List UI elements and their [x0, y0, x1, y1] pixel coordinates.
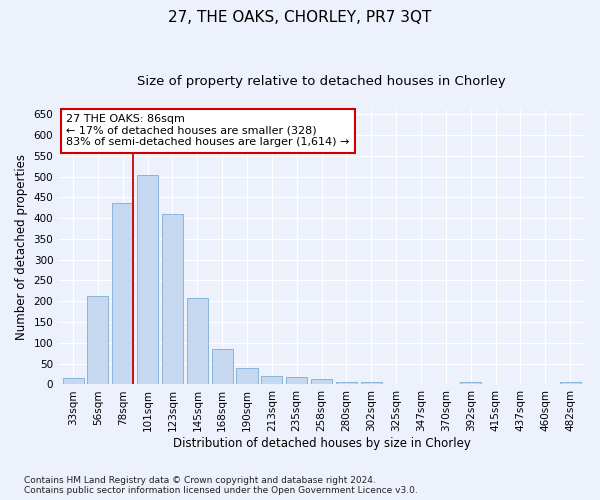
Text: 27 THE OAKS: 86sqm
← 17% of detached houses are smaller (328)
83% of semi-detach: 27 THE OAKS: 86sqm ← 17% of detached hou…	[66, 114, 349, 148]
Bar	[236, 368, 257, 384]
Text: 27, THE OAKS, CHORLEY, PR7 3QT: 27, THE OAKS, CHORLEY, PR7 3QT	[169, 10, 431, 25]
Y-axis label: Number of detached properties: Number of detached properties	[15, 154, 28, 340]
Text: Contains HM Land Registry data © Crown copyright and database right 2024.
Contai: Contains HM Land Registry data © Crown c…	[24, 476, 418, 495]
Bar	[162, 214, 183, 384]
Bar	[311, 380, 332, 384]
Bar	[361, 382, 382, 384]
Bar	[62, 378, 83, 384]
Bar	[88, 296, 109, 384]
Bar	[262, 376, 283, 384]
Bar	[212, 349, 233, 384]
X-axis label: Distribution of detached houses by size in Chorley: Distribution of detached houses by size …	[173, 437, 470, 450]
Title: Size of property relative to detached houses in Chorley: Size of property relative to detached ho…	[137, 75, 506, 88]
Bar	[336, 382, 357, 384]
Bar	[560, 382, 581, 384]
Bar	[137, 176, 158, 384]
Bar	[187, 298, 208, 384]
Bar	[460, 382, 481, 384]
Bar	[286, 377, 307, 384]
Bar	[112, 202, 133, 384]
